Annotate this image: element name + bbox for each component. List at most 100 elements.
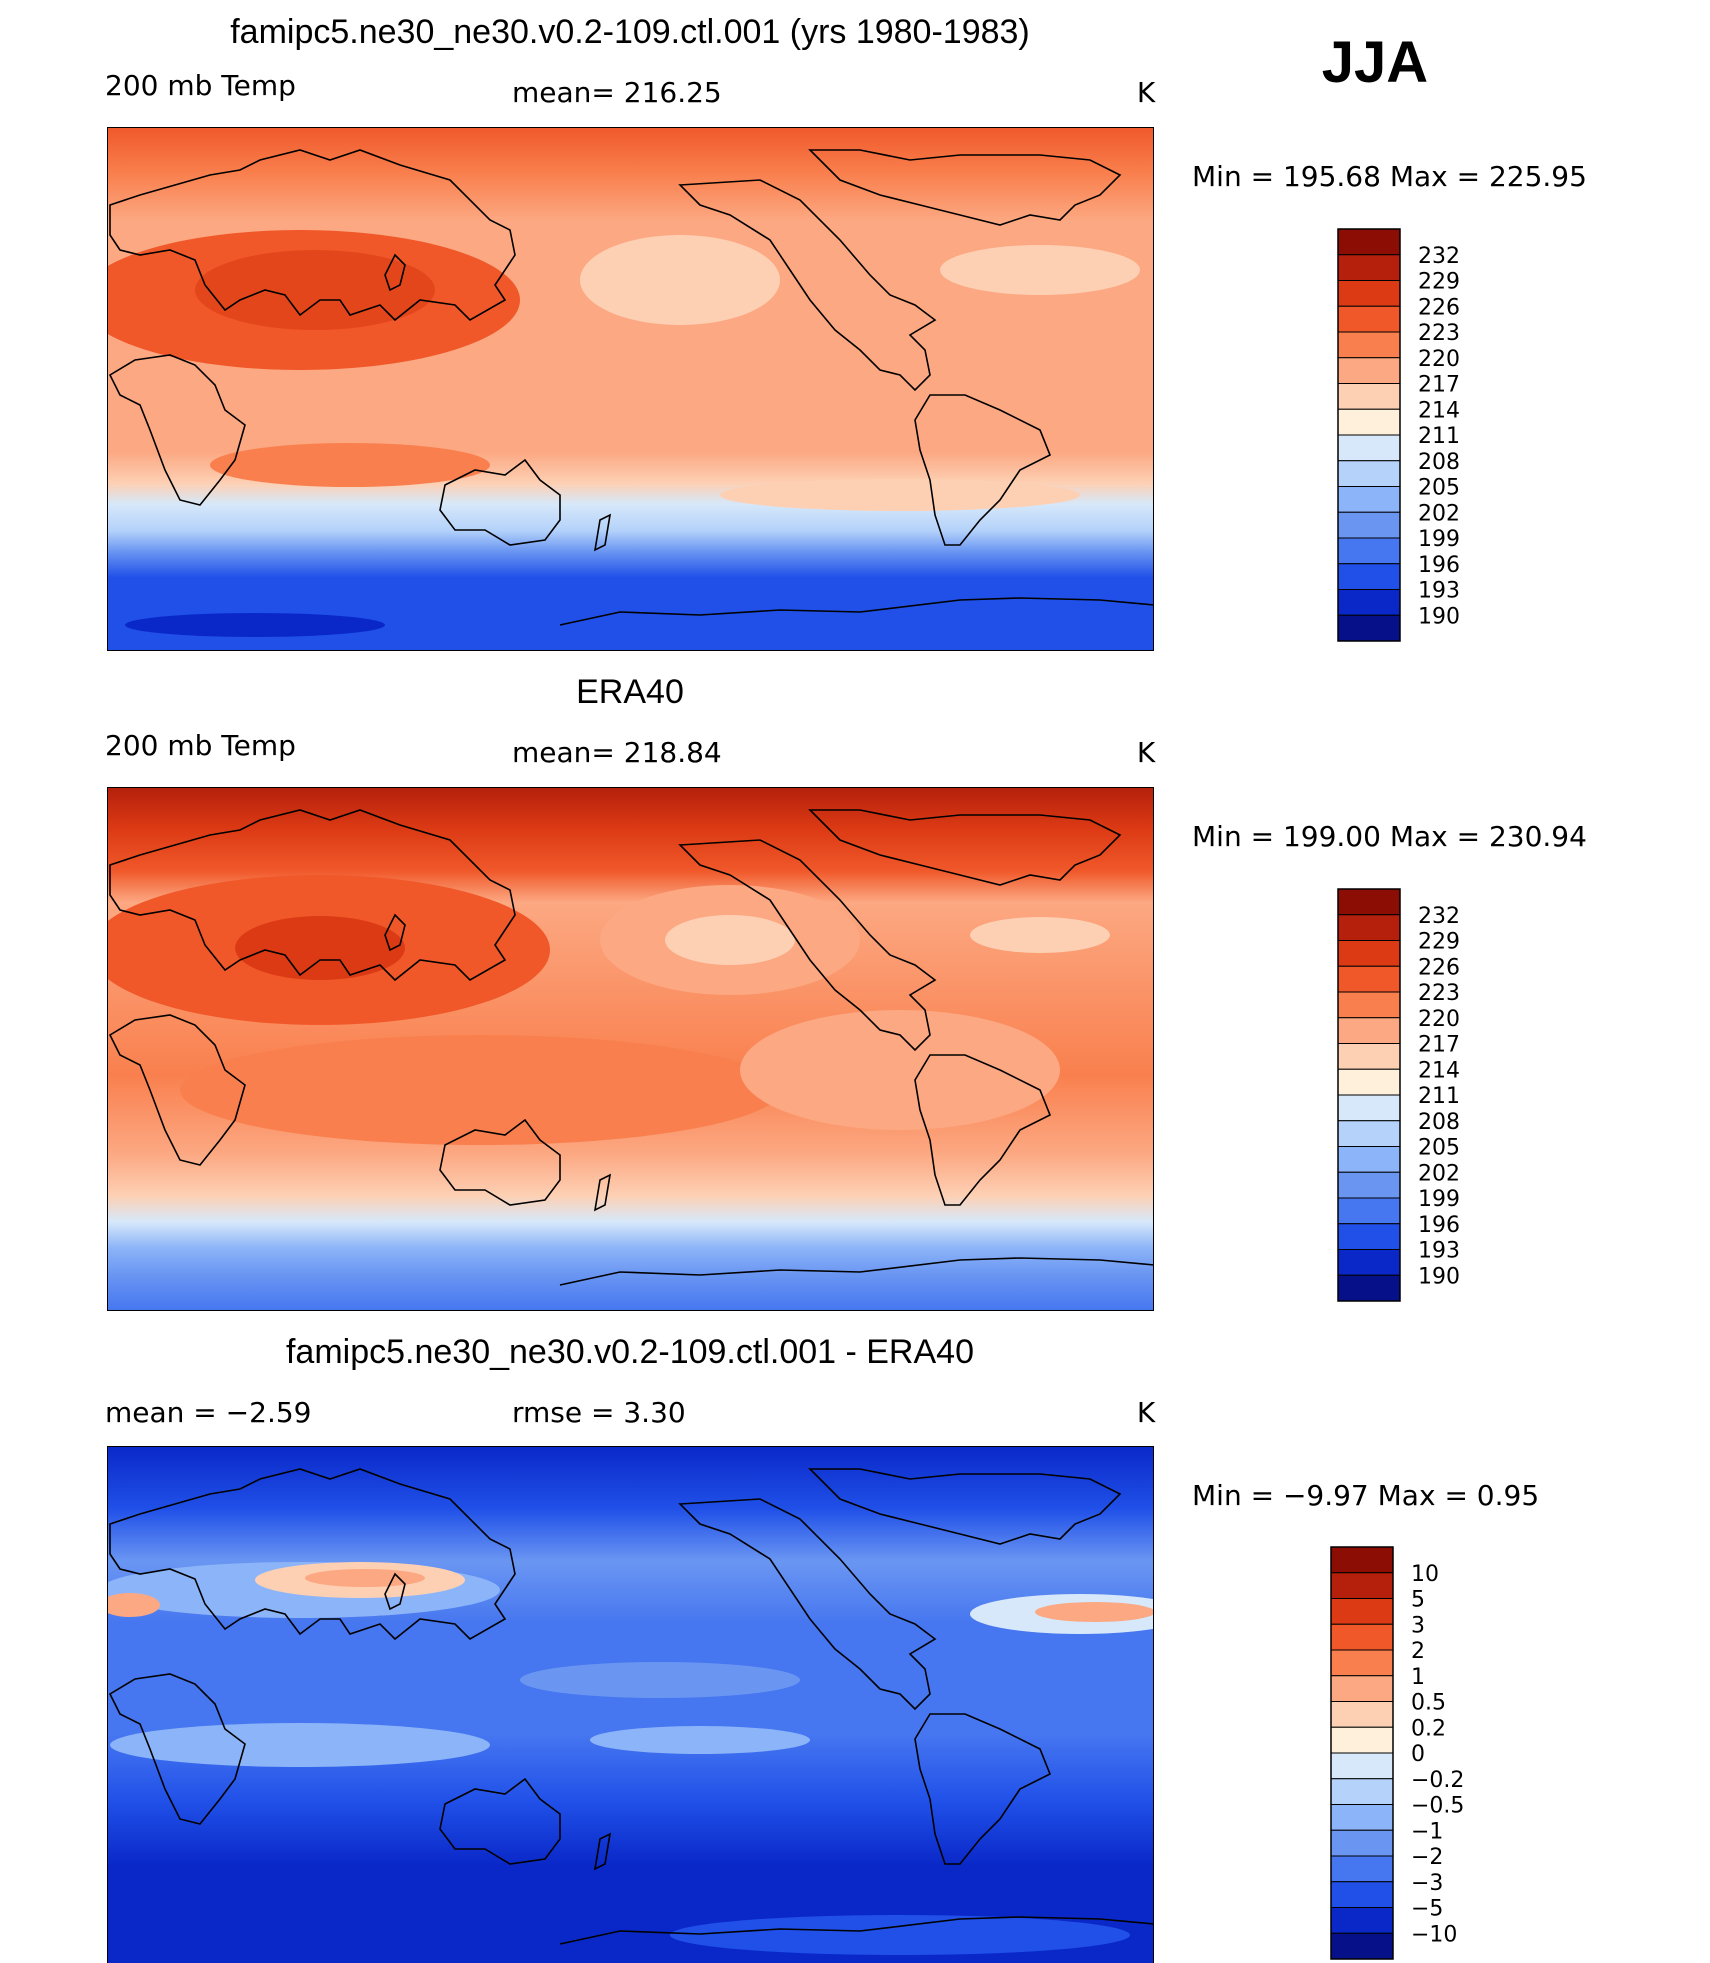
legend-swatch	[1337, 563, 1401, 590]
legend-tick-label: 229	[1418, 930, 1460, 955]
legend-swatch	[1330, 1932, 1394, 1960]
legend-swatch	[1337, 1197, 1401, 1225]
asia-warm-core	[195, 250, 435, 330]
legend-tick-label: 217	[1418, 1033, 1460, 1058]
legend-swatch	[1337, 331, 1401, 359]
panel-model: famipc5.ne30_ne30.v0.2-109.ctl.001 (yrs …	[105, 13, 1587, 651]
south-pacific-band	[590, 1726, 810, 1754]
legend-tick-label: 211	[1418, 424, 1460, 449]
legend-swatch	[1337, 1146, 1401, 1173]
legend-swatch	[1337, 888, 1401, 916]
tropical-band	[520, 1662, 800, 1698]
legend-tick-label: 0	[1411, 1742, 1425, 1767]
legend-tick-label: 205	[1418, 476, 1460, 501]
legend-swatch	[1337, 589, 1401, 616]
coastlines	[108, 1468, 1154, 1945]
legend-swatch	[1337, 383, 1401, 410]
legend-tick-label: 211	[1418, 1084, 1460, 1109]
legend-tick-label: −3	[1411, 1871, 1443, 1896]
legend-swatch	[1337, 965, 1401, 993]
antarctic-coast-band	[670, 1915, 1130, 1955]
legend-tick-label: −0.2	[1411, 1768, 1464, 1793]
asia-warm-core	[235, 916, 405, 980]
legend-swatch	[1337, 254, 1401, 281]
north-atlantic-cool-region	[940, 245, 1140, 295]
tropical-warm-band	[180, 1035, 780, 1145]
panel-difference-rmse: rmse = 3.30	[512, 1396, 686, 1429]
legend-swatch	[1337, 228, 1401, 256]
panel-era40-units: K	[1137, 736, 1156, 769]
legend-swatch	[1330, 1598, 1394, 1625]
north-atlantic-cool-region	[970, 917, 1110, 953]
legend-tick-label: 232	[1418, 904, 1460, 929]
legend-swatch	[1337, 460, 1401, 487]
legend-tick-label: 208	[1418, 1110, 1460, 1135]
legend-swatch	[1330, 1752, 1394, 1780]
legend-tick-label: 0.2	[1411, 1716, 1446, 1741]
legend-swatch	[1337, 940, 1401, 967]
west-europe-positive-region	[107, 1593, 160, 1617]
panel-era40-mean: mean= 218.84	[512, 736, 722, 769]
map-background	[107, 1446, 1154, 1963]
legend-swatch	[1330, 1855, 1394, 1883]
legend-swatch	[1337, 305, 1401, 333]
panel-model-map	[107, 127, 1154, 651]
legend-frame	[1337, 228, 1401, 642]
legend-tick-label: 10	[1411, 1562, 1439, 1587]
legend-tick-label: 229	[1418, 270, 1460, 295]
legend-swatch	[1337, 991, 1401, 1019]
legend-swatch	[1337, 1249, 1401, 1276]
legend-tick-label: −2	[1411, 1845, 1443, 1870]
legend-tick-label: −10	[1411, 1922, 1457, 1947]
legend-tick-label: 199	[1418, 527, 1460, 552]
legend-tick-label: 202	[1418, 1161, 1460, 1186]
legend-swatch	[1337, 1043, 1401, 1070]
legend-frame	[1337, 888, 1401, 1302]
north-pacific-cool-region	[580, 235, 780, 325]
panel-difference-minmax: Min = −9.97 Max = 0.95	[1192, 1479, 1539, 1512]
legend-tick-label: 196	[1418, 1213, 1460, 1238]
legend-swatch	[1330, 1701, 1394, 1728]
panel-difference: famipc5.ne30_ne30.v0.2-109.ctl.001 - ERA…	[105, 1333, 1539, 1963]
legend-swatch	[1337, 280, 1401, 307]
panel-model-variable: 200 mb Temp	[105, 69, 296, 102]
legend-swatch	[1330, 1675, 1394, 1702]
legend-tick-label: 223	[1418, 981, 1460, 1006]
panel-model-title: famipc5.ne30_ne30.v0.2-109.ctl.001 (yrs …	[230, 13, 1030, 51]
coastlines	[108, 809, 1154, 1286]
legend-tick-label: 232	[1418, 244, 1460, 269]
legend-swatch	[1330, 1778, 1394, 1805]
legend-swatch	[1337, 357, 1401, 384]
legend-tick-label: 205	[1418, 1136, 1460, 1161]
panel-model-units: K	[1137, 76, 1156, 109]
north-pacific-cool-core	[665, 915, 795, 965]
panel-model-minmax: Min = 195.68 Max = 225.95	[1192, 160, 1587, 193]
legend-swatch	[1337, 486, 1401, 513]
legend-frame	[1330, 1546, 1394, 1960]
legend-swatch	[1337, 614, 1401, 642]
legend-swatch	[1330, 1649, 1394, 1677]
panel-model-legend: 2322292262232202172142112082052021991961…	[1337, 228, 1460, 642]
south-atlantic-cool-region	[720, 479, 1080, 511]
legend-swatch	[1337, 1274, 1401, 1302]
legend-swatch	[1337, 1120, 1401, 1147]
legend-tick-label: 217	[1418, 373, 1460, 398]
legend-swatch	[1330, 1829, 1394, 1857]
legend-tick-label: 223	[1418, 321, 1460, 346]
legend-tick-label: 220	[1418, 1007, 1460, 1032]
panel-era40-variable: 200 mb Temp	[105, 729, 296, 762]
legend-swatch	[1330, 1726, 1394, 1754]
legend-tick-label: 3	[1411, 1613, 1425, 1638]
panel-era40-map	[107, 787, 1154, 1311]
legend-tick-label: 199	[1418, 1187, 1460, 1212]
legend-tick-label: −1	[1411, 1819, 1443, 1844]
legend-tick-label: 0.5	[1411, 1691, 1446, 1716]
antarctic-cold-core	[125, 613, 385, 637]
legend-tick-label: −0.5	[1411, 1794, 1464, 1819]
season-label: JJA	[1322, 30, 1428, 95]
panel-difference-title: famipc5.ne30_ne30.v0.2-109.ctl.001 - ERA…	[286, 1333, 974, 1371]
legend-swatch	[1337, 914, 1401, 941]
legend-tick-label: 190	[1418, 1264, 1460, 1289]
